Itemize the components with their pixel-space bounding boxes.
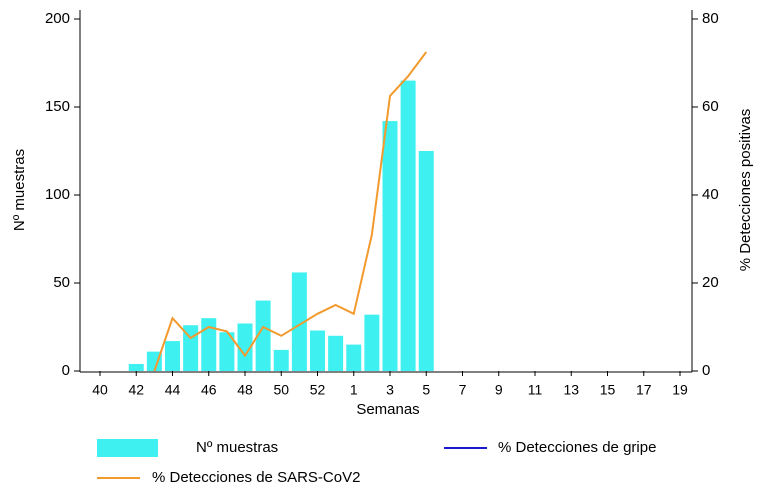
legend-label: % Detecciones de gripe xyxy=(498,439,656,456)
x-tick-label: 11 xyxy=(528,382,543,398)
y-tick-label: 150 xyxy=(45,98,70,115)
x-tick-label: 1 xyxy=(350,382,358,398)
y2-tick-label: 40 xyxy=(702,186,719,203)
y2-tick-label: 0 xyxy=(702,362,710,379)
bar xyxy=(310,330,325,371)
x-tick-label: 50 xyxy=(273,382,289,398)
x-tick-label: 9 xyxy=(495,382,503,398)
bar xyxy=(255,300,271,371)
bar xyxy=(418,151,434,371)
line xyxy=(153,51,428,372)
x-tick-label: 7 xyxy=(459,382,467,398)
bar xyxy=(328,335,344,371)
bar xyxy=(291,272,307,371)
bar xyxy=(201,318,217,371)
x-tick-label: 19 xyxy=(672,382,688,398)
y2-tick-label: 60 xyxy=(702,98,719,115)
x-tick-label: 3 xyxy=(386,382,394,398)
bar xyxy=(237,323,253,371)
y2-axis-label: % Detecciones positivas xyxy=(737,109,754,272)
x-axis-label: Semanas xyxy=(356,401,419,418)
x-tick-label: 42 xyxy=(128,382,144,398)
bar xyxy=(146,351,162,371)
y2-tick-label: 20 xyxy=(702,274,719,291)
bar xyxy=(400,80,416,371)
x-tick-label: 13 xyxy=(563,382,579,398)
y-tick-label: 200 xyxy=(45,10,70,27)
x-tick-label: 5 xyxy=(422,382,430,398)
bar xyxy=(219,332,235,371)
bar xyxy=(165,341,180,371)
bar xyxy=(346,344,362,371)
legend-swatch xyxy=(97,439,158,457)
legend-label: Nº muestras xyxy=(196,439,278,456)
y2-tick-label: 80 xyxy=(702,10,719,27)
y-tick-label: 50 xyxy=(53,274,70,291)
x-tick-label: 40 xyxy=(92,382,108,398)
bar xyxy=(364,314,380,371)
x-tick-label: 17 xyxy=(636,382,652,398)
bar xyxy=(273,349,289,371)
x-tick-label: 52 xyxy=(310,382,326,398)
x-tick-label: 48 xyxy=(237,382,253,398)
y-tick-label: 100 xyxy=(45,186,70,203)
y-axis-label: Nº muestras xyxy=(11,149,28,231)
y-tick-label: 0 xyxy=(62,362,70,379)
bar xyxy=(128,363,144,371)
legend-label: % Detecciones de SARS-CoV2 xyxy=(152,469,360,486)
x-tick-label: 44 xyxy=(165,382,181,398)
x-tick-label: 46 xyxy=(201,382,217,398)
x-tick-label: 15 xyxy=(600,382,616,398)
bar xyxy=(382,121,398,371)
